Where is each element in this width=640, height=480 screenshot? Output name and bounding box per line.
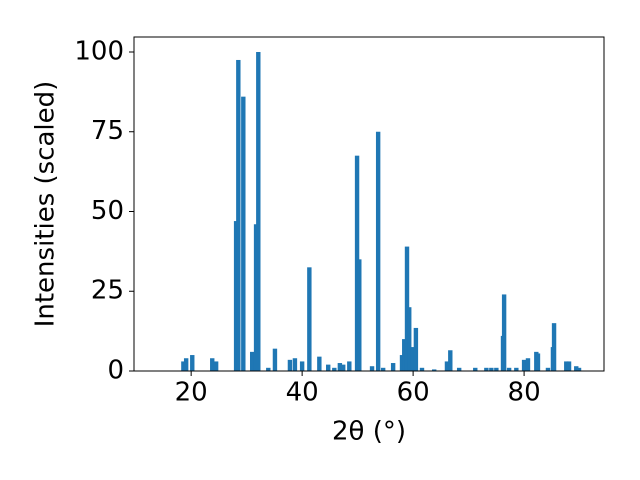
bar [299, 361, 305, 371]
bar [448, 350, 453, 371]
bar [514, 367, 519, 371]
bar [210, 358, 215, 371]
bar [241, 96, 246, 372]
bar [521, 359, 527, 371]
bar [404, 246, 410, 371]
bar [413, 327, 419, 371]
x-tick-label: 80 [508, 378, 541, 408]
x-tick-label: 60 [397, 378, 430, 408]
bar [399, 355, 405, 371]
bar [380, 367, 386, 371]
bar [190, 355, 195, 371]
bar [249, 351, 255, 371]
bar [326, 364, 331, 371]
y-tick-label: 100 [74, 36, 124, 66]
y-axis-label: Intensities (scaled) [31, 81, 61, 328]
plot-frame [133, 36, 605, 372]
bar [266, 367, 271, 371]
bar [564, 361, 569, 371]
bar [375, 131, 381, 371]
bar [253, 224, 259, 371]
bar [181, 361, 186, 371]
bar [410, 347, 416, 371]
bar [183, 358, 189, 371]
bar [473, 367, 478, 371]
bar [484, 367, 489, 371]
bar [369, 366, 375, 371]
bar [494, 367, 499, 371]
bar [407, 307, 412, 371]
bar [347, 361, 352, 371]
bar [489, 367, 494, 371]
bar [444, 361, 450, 371]
bar [332, 367, 337, 371]
bar [233, 221, 239, 371]
y-tick-label: 50 [91, 196, 124, 226]
bar [307, 267, 312, 371]
bar [236, 59, 241, 372]
bar [551, 323, 557, 371]
bar [525, 358, 531, 371]
bar [419, 367, 425, 371]
bar [545, 367, 551, 371]
bar [576, 367, 582, 371]
bar [566, 361, 572, 371]
y-tick-label: 75 [91, 116, 124, 146]
bar [340, 364, 346, 371]
bar [272, 348, 278, 371]
bar [402, 339, 407, 371]
bar [317, 356, 322, 371]
bar [506, 367, 512, 371]
x-tick-label: 40 [286, 378, 319, 408]
bar [213, 361, 219, 371]
bar [390, 363, 396, 371]
bar [292, 358, 298, 371]
x-tick-label: 20 [175, 378, 208, 408]
bar [574, 366, 579, 371]
bar [287, 359, 293, 371]
y-tick-label: 25 [91, 276, 124, 306]
bar [456, 367, 462, 371]
bar [501, 294, 507, 371]
bar [354, 155, 360, 371]
y-tick-label: 0 [107, 356, 124, 386]
bar [357, 259, 362, 371]
bar [432, 369, 437, 371]
bar [535, 353, 541, 371]
x-axis-label: 2θ (°) [332, 417, 406, 447]
bar [256, 51, 261, 371]
bar [337, 363, 343, 371]
